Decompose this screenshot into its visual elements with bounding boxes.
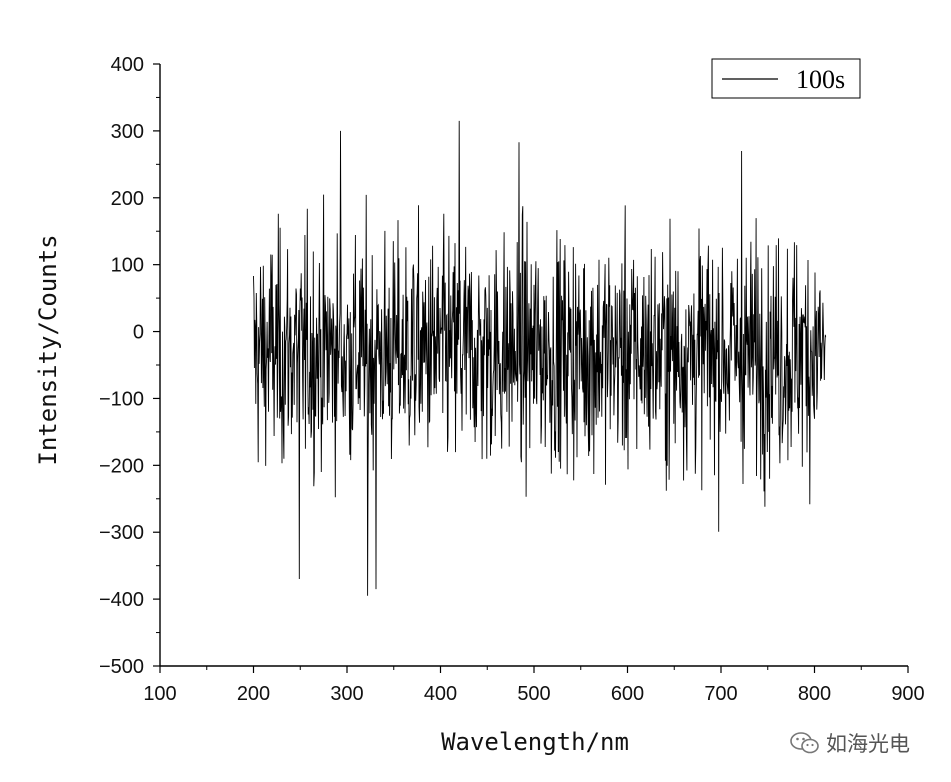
x-tick-label: 600 <box>611 683 644 705</box>
x-tick-label: 500 <box>517 683 550 705</box>
y-axis-title: Intensity/Counts <box>34 234 62 465</box>
plot-area <box>253 120 827 596</box>
x-tick-label: 400 <box>424 683 457 705</box>
y-axis: 400 300 200 100 0 −100 −200 −300 −400 −500 <box>99 54 161 678</box>
x-tick-label: 200 <box>237 683 270 705</box>
x-tick-label: 800 <box>798 683 831 705</box>
x-tick-label: 900 <box>891 683 924 705</box>
y-tick-label: 300 <box>111 121 144 143</box>
y-tick-label: −300 <box>99 522 144 544</box>
y-tick-label: −100 <box>99 388 144 410</box>
x-axis: 100 200 300 400 500 600 700 800 900 <box>143 665 925 705</box>
y-tick-label: 200 <box>111 188 144 210</box>
x-tick-label: 100 <box>143 683 176 705</box>
watermark-text: 如海光电 <box>826 732 910 756</box>
y-tick-label: 400 <box>111 54 144 76</box>
y-tick-label: −200 <box>99 455 144 477</box>
x-axis-title: Wavelength/nm <box>441 728 629 756</box>
legend-label: 100s <box>796 65 845 94</box>
x-tick-label: 300 <box>330 683 363 705</box>
watermark: 如海光电 <box>790 728 910 758</box>
y-tick-label: −500 <box>99 656 144 678</box>
y-tick-label: 100 <box>111 255 144 277</box>
y-tick-label: −400 <box>99 589 144 611</box>
y-tick-label: 0 <box>133 322 144 344</box>
series-line-100s <box>253 120 827 596</box>
x-tick-label: 700 <box>704 683 737 705</box>
legend: 100s <box>711 58 861 99</box>
wechat-icon <box>790 732 819 754</box>
